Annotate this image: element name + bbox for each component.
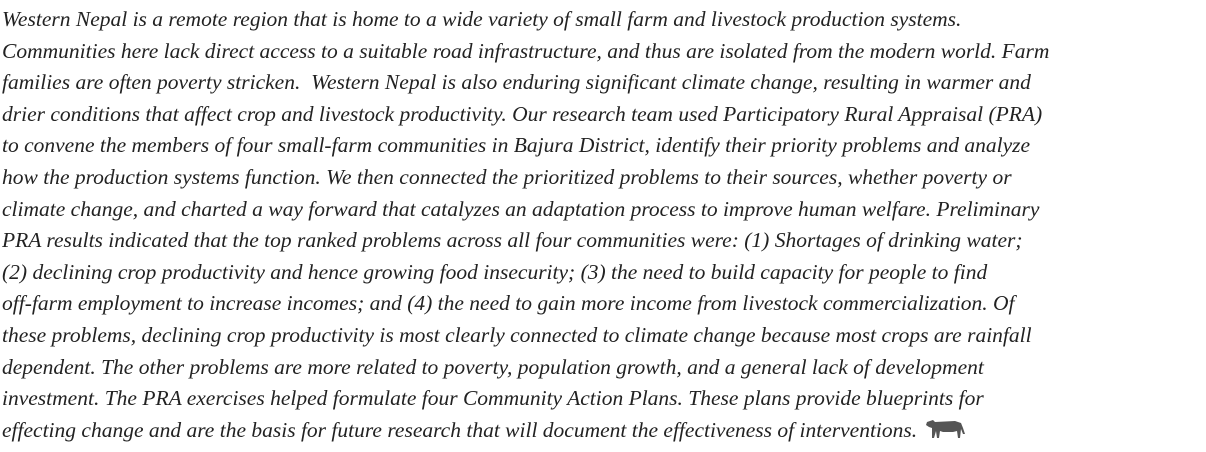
text-line: Communities here lack direct access to a…	[2, 36, 1206, 68]
line-text: PRA results indicated that the top ranke…	[2, 228, 1023, 253]
text-line: these problems, declining crop productiv…	[2, 320, 1206, 352]
text-line: Western Nepal is a remote region that is…	[2, 4, 1206, 36]
line-text: Communities here lack direct access to a…	[2, 38, 1050, 63]
text-line: dependent. The other problems are more r…	[2, 352, 1206, 384]
text-line: drier conditions that affect crop and li…	[2, 99, 1206, 131]
line-text: drier conditions that affect crop and li…	[2, 101, 1043, 126]
line-text: off-farm employment to increase incomes;…	[2, 291, 1015, 316]
text-line: PRA results indicated that the top ranke…	[2, 225, 1206, 257]
text-line: (2) declining crop productivity and henc…	[2, 257, 1206, 289]
text-line: climate change, and charted a way forwar…	[2, 194, 1206, 226]
line-text: (2) declining crop productivity and henc…	[2, 259, 988, 284]
line-text: effecting change and are the basis for f…	[2, 417, 918, 442]
line-text: dependent. The other problems are more r…	[2, 354, 984, 379]
line-text: Western Nepal is a remote region that is…	[2, 7, 962, 31]
text-line: to convene the members of four small-far…	[2, 130, 1206, 162]
text-line: investment. The PRA exercises helped for…	[2, 383, 1206, 415]
line-text: families are often poverty stricken. Wes…	[2, 70, 1031, 95]
cow-shape	[926, 419, 966, 438]
text-line: effecting change and are the basis for f…	[2, 415, 1206, 447]
line-text: to convene the members of four small-far…	[2, 133, 1031, 158]
cow-icon	[926, 419, 966, 438]
line-text: these problems, declining crop productiv…	[2, 322, 1032, 347]
line-text: climate change, and charted a way forwar…	[2, 196, 1040, 221]
line-text: investment. The PRA exercises helped for…	[2, 386, 984, 411]
text-line: how the production systems function. We …	[2, 162, 1206, 194]
text-line: families are often poverty stricken. Wes…	[2, 67, 1206, 99]
text-line: off-farm employment to increase incomes;…	[2, 288, 1206, 320]
line-text: how the production systems function. We …	[2, 164, 1012, 189]
